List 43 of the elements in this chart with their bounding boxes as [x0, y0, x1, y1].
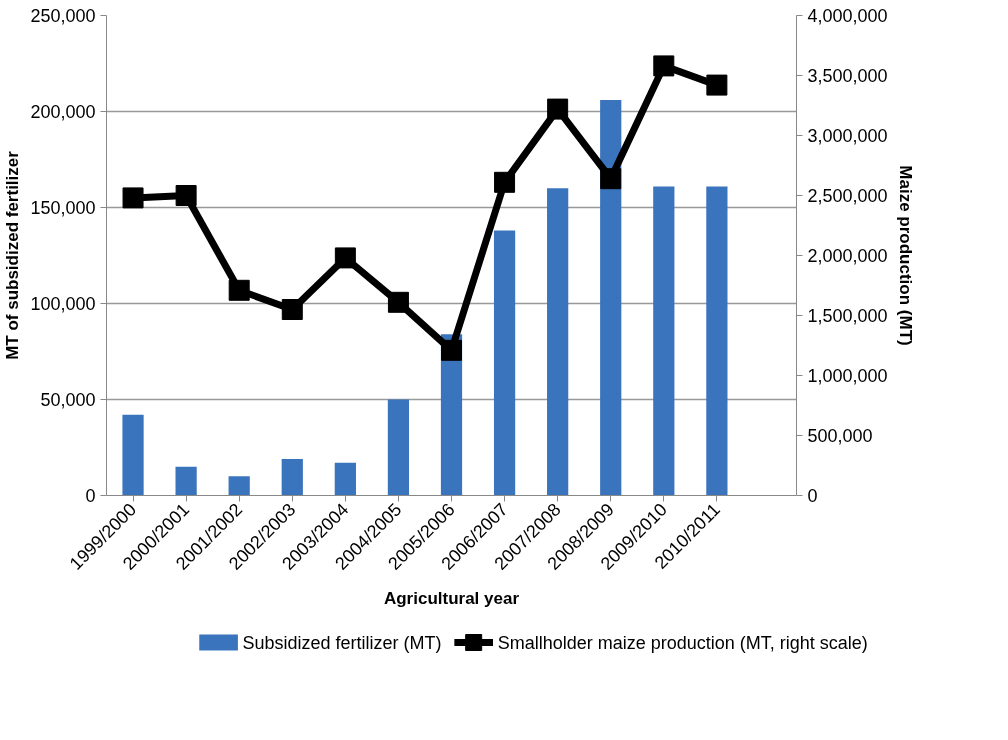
y2-tick-label: 1,000,000: [807, 366, 888, 386]
point: [494, 171, 516, 193]
bar: [387, 399, 410, 496]
point: [387, 291, 409, 313]
point: [175, 185, 197, 206]
y2-tick-label: 3,000,000: [807, 126, 888, 146]
y2-tick-label: 500,000: [807, 426, 873, 446]
bar: [600, 99, 622, 496]
bar: [228, 476, 250, 496]
y-tick-label: 150,000: [30, 198, 96, 218]
y2-tick-label: 1,500,000: [807, 306, 888, 326]
bar: [706, 186, 728, 496]
point: [228, 279, 250, 301]
y-tick-label: 250,000: [30, 6, 96, 26]
bar: [547, 188, 569, 496]
y2-tick-label: 3,500,000: [807, 66, 888, 86]
point: [334, 247, 356, 269]
y2-tick-label: 2,500,000: [807, 186, 888, 206]
point: [547, 98, 569, 120]
point: [441, 339, 462, 361]
y2-axis-title: Maize production (MT): [895, 165, 915, 346]
y-tick-label: 200,000: [30, 102, 96, 122]
y-tick-label: 0: [85, 486, 96, 506]
bar: [493, 230, 516, 496]
bar: [653, 186, 675, 496]
bar: [175, 466, 197, 496]
point: [600, 168, 622, 190]
legend-label: Subsidized fertilizer (MT): [242, 632, 442, 653]
y-tick-label: 100,000: [30, 294, 96, 314]
x-axis-title: Agricultural year: [383, 588, 520, 608]
y2-tick-label: 0: [807, 486, 818, 506]
y-tick-label: 50,000: [40, 390, 96, 410]
y-axis-title: MT of subsidized fertilizer: [3, 150, 23, 360]
bar: [334, 462, 356, 496]
point: [122, 187, 144, 209]
point: [653, 55, 675, 77]
point: [281, 299, 303, 320]
point: [706, 74, 728, 96]
y2-tick-label: 2,000,000: [807, 246, 888, 266]
y2-tick-label: 4,000,000: [807, 6, 888, 26]
legend-label: Smallholder maize production (MT, right scale): [497, 632, 868, 653]
bar: [122, 414, 144, 496]
bar: [281, 459, 303, 496]
